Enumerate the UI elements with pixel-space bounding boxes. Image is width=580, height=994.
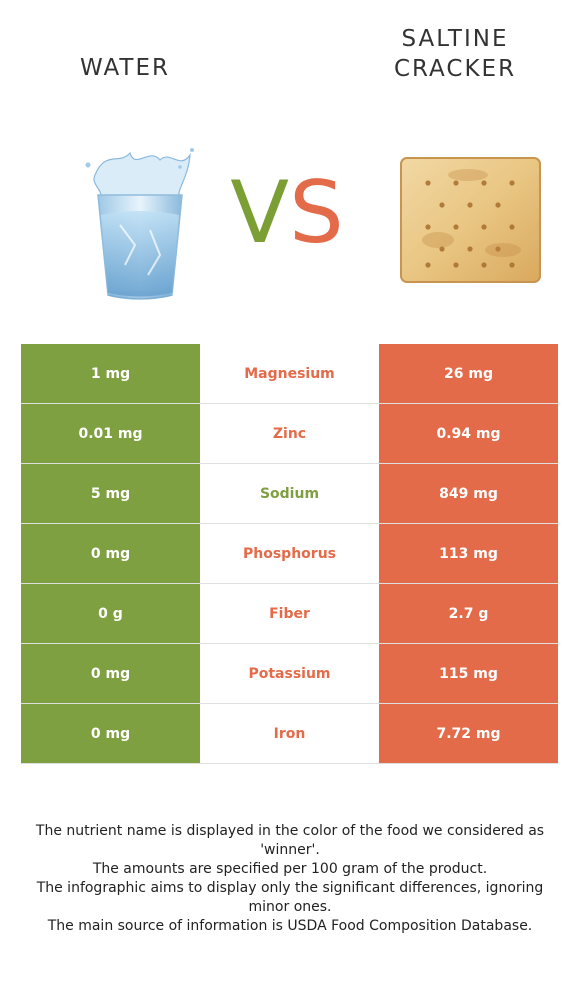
nutrient-name: Iron — [200, 704, 379, 763]
saltine-cracker-image — [400, 157, 541, 283]
note-winner-color: The nutrient name is displayed in the co… — [35, 823, 545, 858]
nutrient-name: Potassium — [200, 644, 379, 703]
note-significant-differences: The infographic aims to display only the… — [36, 880, 544, 915]
table-row: 1 mg Magnesium 26 mg — [21, 344, 558, 404]
water-value: 0 mg — [21, 704, 200, 763]
cracker-title-line2: CRACKER — [393, 56, 517, 82]
vs-s-letter: S — [289, 163, 344, 263]
footnotes: The nutrient name is displayed in the co… — [30, 822, 550, 936]
water-value: 5 mg — [21, 464, 200, 523]
table-row: 0.01 mg Zinc 0.94 mg — [21, 404, 558, 464]
cracker-value: 7.72 mg — [379, 704, 558, 763]
water-value: 0 mg — [21, 524, 200, 583]
cracker-value: 26 mg — [379, 344, 558, 403]
vs-v-letter: V — [230, 163, 290, 263]
note-per-100g: The amounts are specified per 100 gram o… — [92, 861, 488, 877]
water-value: 1 mg — [21, 344, 200, 403]
water-value: 0 g — [21, 584, 200, 643]
cracker-value: 0.94 mg — [379, 404, 558, 463]
table-row: 0 g Fiber 2.7 g — [21, 584, 558, 644]
note-source: The main source of information is USDA F… — [47, 918, 533, 934]
table-row: 0 mg Phosphorus 113 mg — [21, 524, 558, 584]
cracker-value: 849 mg — [379, 464, 558, 523]
table-row: 5 mg Sodium 849 mg — [21, 464, 558, 524]
vs-label: VS — [222, 168, 352, 258]
nutrient-name: Zinc — [200, 404, 379, 463]
water-title: WATER — [20, 53, 230, 83]
table-row: 0 mg Iron 7.72 mg — [21, 704, 558, 764]
cracker-value: 115 mg — [379, 644, 558, 703]
water-value: 0 mg — [21, 644, 200, 703]
nutrient-name: Magnesium — [200, 344, 379, 403]
nutrient-name: Phosphorus — [200, 524, 379, 583]
comparison-table: 1 mg Magnesium 26 mg 0.01 mg Zinc 0.94 mg 5 mg… — [21, 344, 558, 764]
cracker-value: 2.7 g — [379, 584, 558, 643]
cracker-value: 113 mg — [379, 524, 558, 583]
nutrient-name: Sodium — [200, 464, 379, 523]
nutrient-name: Fiber — [200, 584, 379, 643]
water-glass-image — [85, 148, 194, 300]
water-title-text: WATER — [80, 55, 170, 81]
table-row: 0 mg Potassium 115 mg — [21, 644, 558, 704]
cracker-title: SALTINE CRACKER — [350, 24, 560, 84]
water-value: 0.01 mg — [21, 404, 200, 463]
cracker-title-line1: SALTINE — [401, 26, 509, 52]
